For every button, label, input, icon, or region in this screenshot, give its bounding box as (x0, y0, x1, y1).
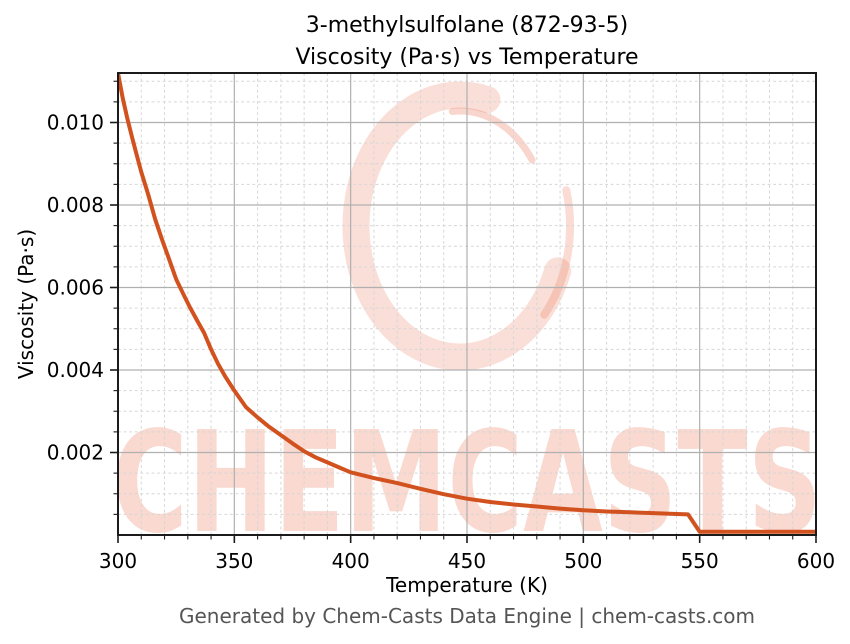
footer-attribution: Generated by Chem-Casts Data Engine | ch… (178, 604, 756, 628)
x-tick-label: 550 (681, 549, 719, 573)
chart-title: 3-methylsulfolane (872-93-5) Viscosity (… (295, 10, 638, 74)
x-tick-label: 500 (564, 549, 602, 573)
axis-ticks (110, 80, 817, 543)
x-axis-label: Temperature (K) (386, 573, 548, 597)
axis-tick-labels: 300 350 400 450 500 550 600 0.002 0.004 0.006 0.00… (47, 111, 835, 574)
chemcasts-ring-logo (342, 81, 575, 371)
x-tick-label: 450 (448, 549, 486, 573)
y-axis-label: Viscosity (Pa·s) (14, 228, 38, 380)
chart-title-line2: Viscosity (Pa·s) vs Temperature (295, 45, 639, 70)
x-tick-label: 400 (332, 549, 370, 573)
x-tick-label: 350 (215, 549, 253, 573)
viscosity-curve (118, 73, 816, 534)
x-tick-label: 300 (99, 549, 137, 573)
y-tick-label: 0.002 (47, 441, 104, 465)
x-tick-label: 600 (797, 549, 835, 573)
chart-title-line1: 3-methylsulfolane (872-93-5) (305, 13, 629, 38)
grid-major (117, 73, 817, 535)
y-tick-label: 0.006 (47, 276, 104, 300)
y-tick-label: 0.008 (47, 193, 104, 217)
y-tick-label: 0.004 (47, 358, 104, 382)
y-tick-label: 0.010 (47, 111, 104, 135)
